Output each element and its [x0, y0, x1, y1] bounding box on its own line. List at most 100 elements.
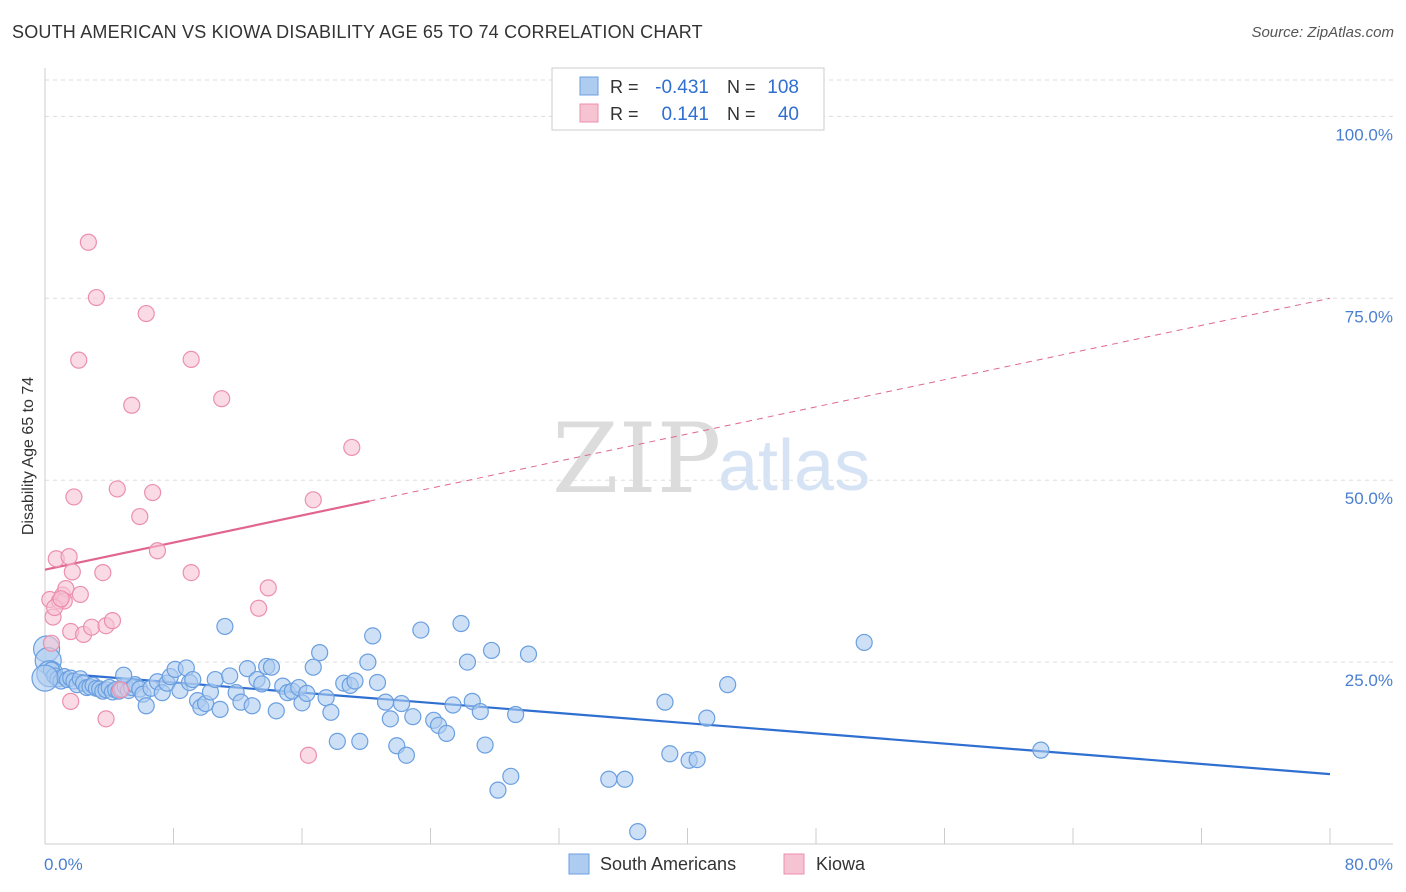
legend-bottom: South Americans Kiowa	[568, 853, 866, 875]
point-kiowa-9	[65, 488, 83, 506]
point-south-americans-83	[397, 746, 416, 764]
legend-r-label-2: R =	[610, 104, 639, 124]
point-kiowa-24	[144, 483, 162, 502]
point-south-americans-33	[137, 697, 155, 715]
point-kiowa-30	[259, 579, 277, 597]
point-kiowa-39	[52, 590, 70, 608]
chart-title: SOUTH AMERICAN VS KIOWA DISABILITY AGE 6…	[12, 22, 703, 42]
point-south-americans-78	[368, 673, 387, 692]
point-kiowa-37	[42, 634, 61, 652]
point-kiowa-10	[71, 585, 89, 604]
point-south-americans-76	[359, 653, 377, 671]
point-south-americans-98	[507, 705, 525, 724]
point-south-americans-111	[31, 664, 59, 692]
point-kiowa-33	[343, 438, 361, 457]
point-kiowa-27	[182, 350, 200, 369]
point-south-americans-106	[688, 750, 706, 769]
legend-top: R = -0.431 N = 108 R = 0.141 N = 40	[551, 67, 825, 131]
point-south-americans-67	[304, 658, 322, 676]
point-south-americans-70	[322, 703, 340, 721]
trend-line-kiowa-solid	[44, 500, 370, 571]
point-south-americans-54	[238, 660, 256, 678]
point-kiowa-26	[182, 563, 200, 582]
point-south-americans-51	[221, 667, 239, 685]
point-kiowa-25	[148, 542, 167, 560]
point-south-americans-97	[502, 767, 520, 785]
watermark-atlas: atlas	[718, 426, 870, 506]
point-south-americans-94	[476, 736, 494, 754]
point-south-americans-100	[600, 770, 618, 788]
point-south-americans-99	[519, 645, 538, 663]
point-kiowa-15	[94, 563, 112, 582]
legend-n-value-2: 40	[778, 104, 799, 125]
point-south-americans-95	[482, 641, 501, 660]
point-kiowa-28	[213, 390, 231, 408]
point-south-americans-55	[243, 697, 261, 715]
point-kiowa-14	[87, 288, 106, 307]
point-kiowa-12	[79, 233, 97, 251]
legend-n-value-1: 108	[767, 77, 799, 98]
point-south-americans-43	[184, 670, 202, 689]
point-south-americans-103	[656, 693, 674, 711]
point-kiowa-17	[70, 351, 88, 369]
legend-swatch-blue	[579, 76, 599, 96]
point-kiowa-31	[299, 746, 318, 764]
point-kiowa-8	[63, 563, 81, 581]
point-south-americans-30	[115, 666, 133, 684]
y-tick-label-1: 50.0%	[1345, 489, 1393, 508]
point-kiowa-13	[82, 618, 101, 636]
point-south-americans-50	[216, 617, 234, 636]
point-south-americans-48	[206, 670, 224, 689]
legend-bottom-swatch-blue	[568, 853, 590, 875]
point-kiowa-29	[250, 599, 268, 617]
point-kiowa-20	[111, 681, 130, 699]
point-south-americans-107	[698, 709, 716, 727]
watermark: ZIP atlas	[552, 403, 870, 515]
point-south-americans-49	[211, 700, 229, 718]
point-south-americans-84	[404, 708, 422, 726]
point-south-americans-60	[267, 702, 285, 720]
legend-bottom-label-south-americans: South Americans	[600, 854, 736, 874]
grid-layer	[45, 79, 1393, 663]
point-kiowa-34	[62, 692, 80, 710]
point-south-americans-88	[437, 724, 456, 743]
point-kiowa-23	[137, 304, 155, 323]
point-south-americans-96	[489, 781, 507, 799]
legend-r-label-1: R =	[610, 77, 639, 97]
point-south-americans-102	[629, 823, 647, 841]
y-tick-label-0: 25.0%	[1345, 671, 1393, 690]
point-south-americans-66	[298, 684, 316, 702]
point-kiowa-18	[103, 612, 122, 630]
point-south-americans-71	[328, 732, 346, 751]
point-south-americans-82	[392, 694, 411, 713]
legend-bottom-label-kiowa: Kiowa	[816, 854, 866, 874]
point-south-americans-110	[1032, 741, 1050, 759]
y-tick-label-3: 100.0%	[1335, 125, 1393, 144]
point-south-americans-89	[444, 696, 462, 714]
point-layer	[31, 233, 1050, 841]
legend-n-label-2: N =	[727, 104, 756, 124]
point-kiowa-19	[108, 480, 126, 498]
point-south-americans-104	[661, 745, 679, 763]
point-south-americans-93	[471, 702, 489, 721]
source-label: Source: ZipAtlas.com	[1251, 24, 1394, 41]
legend-n-label-1: N =	[727, 77, 756, 97]
point-south-americans-77	[364, 627, 382, 645]
point-south-americans-59	[262, 658, 281, 676]
point-kiowa-32	[304, 491, 322, 509]
point-south-americans-79	[376, 693, 395, 711]
legend-r-value-2: 0.141	[661, 104, 709, 125]
legend-r-value-1: -0.431	[655, 77, 709, 98]
x-tick-label-min: 0.0%	[44, 855, 83, 874]
point-south-americans-85	[412, 621, 430, 639]
point-south-americans-74	[346, 672, 364, 690]
point-south-americans-101	[616, 770, 634, 788]
point-kiowa-22	[131, 507, 149, 526]
point-south-americans-80	[381, 710, 399, 728]
x-tick-label-max: 80.0%	[1345, 855, 1393, 874]
point-south-americans-75	[351, 732, 369, 751]
point-kiowa-6	[60, 547, 78, 566]
point-south-americans-69	[317, 689, 335, 707]
point-south-americans-68	[311, 644, 329, 662]
